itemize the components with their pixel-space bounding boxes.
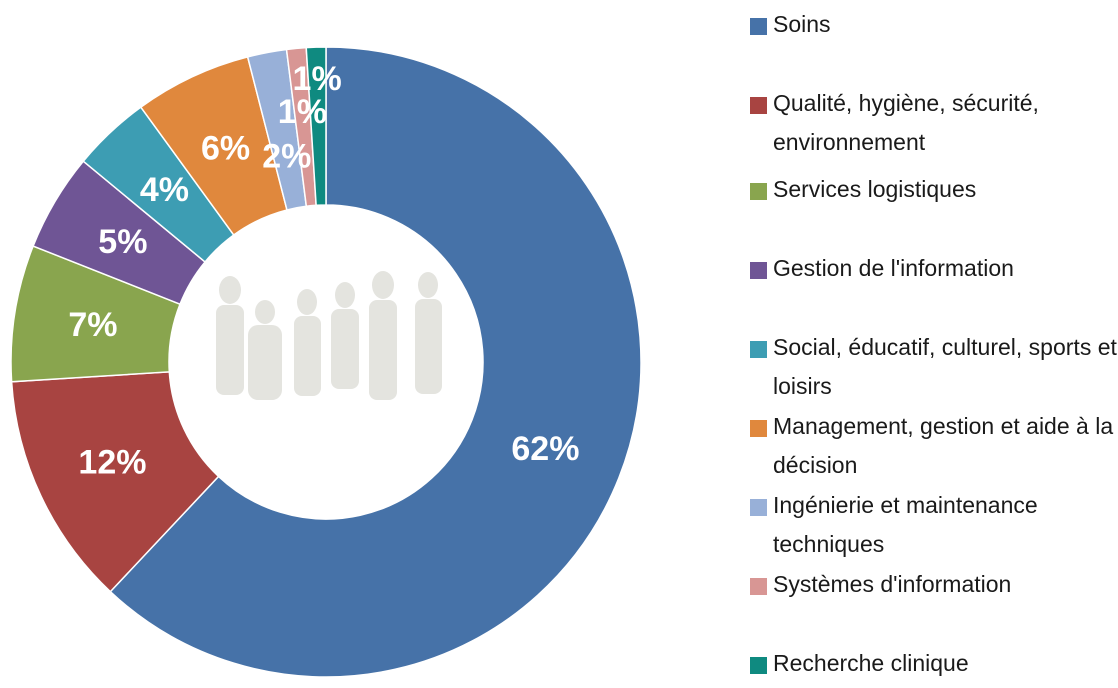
data-label: 5% bbox=[98, 223, 147, 261]
legend-label: Gestion de l'information bbox=[773, 255, 1014, 281]
legend-label: Recherche clinique bbox=[773, 650, 969, 676]
legend-label: Services logistiques bbox=[773, 176, 977, 202]
legend-item: Gestion de l'information bbox=[750, 255, 1118, 288]
legend-item: Systèmes d'information bbox=[750, 571, 1118, 604]
data-label: 12% bbox=[78, 443, 146, 481]
legend-label: Ingénierie et maintenance techniques bbox=[773, 492, 1038, 557]
legend-swatch bbox=[750, 97, 767, 114]
people-icon bbox=[216, 271, 442, 400]
data-label: 4% bbox=[140, 171, 189, 209]
data-label: 1% bbox=[278, 93, 327, 131]
data-label: 7% bbox=[68, 306, 117, 344]
legend-item: Ingénierie et maintenance techniques bbox=[750, 492, 1118, 564]
legend-swatch bbox=[750, 499, 767, 516]
donut-slice bbox=[305, 46, 327, 207]
legend-swatch bbox=[750, 183, 767, 200]
legend-item: Soins bbox=[750, 11, 1118, 44]
legend-label: Social, éducatif, culturel, sports et lo… bbox=[773, 334, 1117, 399]
legend-item: Qualité, hygiène, sécurité, environnemen… bbox=[750, 90, 1118, 162]
legend-label: Soins bbox=[773, 11, 831, 37]
legend-swatch bbox=[750, 420, 767, 437]
donut-slice bbox=[109, 46, 642, 678]
legend-label: Systèmes d'information bbox=[773, 571, 1012, 597]
legend-item: Social, éducatif, culturel, sports et lo… bbox=[750, 334, 1118, 406]
data-label: 6% bbox=[201, 129, 250, 167]
data-label: 62% bbox=[511, 430, 579, 468]
data-label: 1% bbox=[293, 60, 342, 98]
data-label: 2% bbox=[262, 138, 311, 176]
legend-label: Qualité, hygiène, sécurité, environnemen… bbox=[773, 90, 1039, 155]
legend-label: Management, gestion et aide à la décisio… bbox=[773, 413, 1114, 478]
donut-slice bbox=[10, 371, 220, 593]
legend-item: Recherche clinique bbox=[750, 650, 1118, 683]
legend-item: Management, gestion et aide à la décisio… bbox=[750, 413, 1118, 485]
legend-swatch bbox=[750, 262, 767, 279]
legend-swatch bbox=[750, 578, 767, 595]
legend-item: Services logistiques bbox=[750, 176, 1118, 209]
legend-swatch bbox=[750, 657, 767, 674]
legend-swatch bbox=[750, 341, 767, 358]
legend-swatch bbox=[750, 18, 767, 35]
